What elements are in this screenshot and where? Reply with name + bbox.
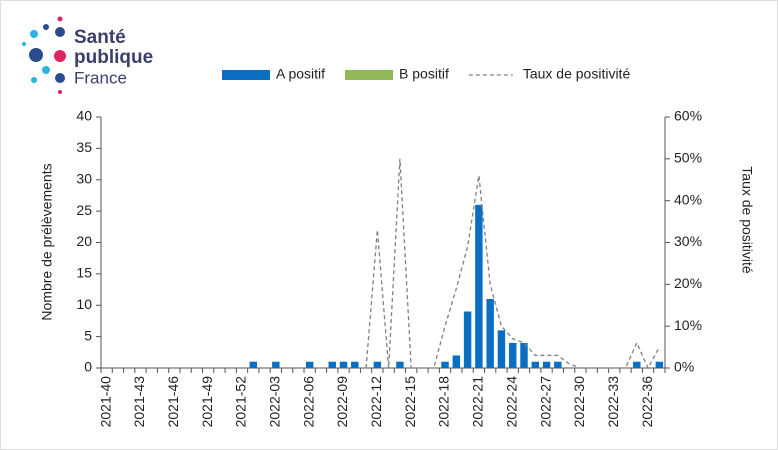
x-tick-label: 2021-40 (97, 376, 113, 428)
y-tick-label: 15 (76, 265, 92, 281)
bar (520, 342, 528, 368)
y2-tick-label: 10% (674, 317, 702, 333)
bar (328, 361, 336, 368)
logo-dots (22, 16, 66, 94)
legend-label: B positif (399, 66, 449, 82)
x-tick-label: 2022-30 (571, 376, 587, 428)
bar (249, 361, 258, 368)
x-tick-label: 2022-27 (537, 376, 553, 428)
bar (396, 361, 404, 368)
legend-label: Taux de positivité (523, 66, 631, 82)
y-tick-label: 40 (76, 108, 92, 124)
y-tick-label: 25 (76, 202, 92, 218)
x-tick-label: 2021-46 (165, 376, 181, 428)
x-tick-label: 2022-06 (300, 376, 316, 428)
bar (554, 361, 562, 368)
x-tick-label: 2022-15 (402, 376, 418, 428)
y-tick-label: 0 (84, 359, 92, 375)
x-tick-label: 2022-36 (639, 376, 655, 428)
y2-tick-label: 50% (674, 150, 702, 166)
bar (463, 311, 472, 368)
bar (497, 330, 506, 368)
legend-label: A positif (276, 66, 325, 82)
bar (351, 361, 359, 368)
line (365, 158, 660, 370)
bar (475, 204, 483, 368)
x-tick-label: 2021-49 (199, 376, 215, 428)
x-tick-label: 2022-24 (503, 376, 519, 428)
y2-tick-label: 40% (674, 191, 702, 207)
bar (633, 361, 641, 368)
bar (655, 361, 664, 368)
y-tick-label: 35 (76, 139, 92, 155)
x-tick-label: 2021-43 (131, 376, 147, 428)
logo-text: publique (74, 47, 153, 68)
x-tick-label: 2022-09 (334, 376, 350, 428)
bar (531, 361, 540, 368)
x-tick-label: 2022-21 (470, 376, 486, 428)
y2-tick-label: 60% (674, 108, 702, 124)
bar (542, 361, 551, 368)
bar (486, 298, 494, 368)
x-tick-label: 2022-12 (368, 376, 384, 428)
y-tick-label: 30 (76, 170, 92, 186)
bar (441, 361, 449, 368)
y2-tick-label: 30% (674, 233, 702, 249)
y2-axis-title: Taux de positivité (739, 166, 755, 274)
bar (305, 361, 314, 368)
y-tick-label: 10 (76, 296, 92, 312)
y-axis-title: Nombre de prélèvements (39, 163, 55, 320)
x-tick-label: 2022-33 (605, 376, 621, 428)
x-tick-label: 2022-03 (267, 376, 283, 428)
bar (339, 361, 348, 368)
x-tick-label: 2022-18 (436, 376, 452, 428)
bar (452, 355, 461, 368)
bar (272, 361, 280, 368)
y-tick-label: 20 (76, 233, 92, 249)
legend-swatch (222, 70, 270, 80)
bar (373, 361, 382, 368)
legend-swatch (345, 70, 394, 80)
bar (508, 342, 517, 368)
y2-tick-label: 20% (674, 275, 702, 291)
logo-text: France (74, 68, 127, 87)
y-tick-label: 5 (84, 327, 92, 343)
x-tick-label: 2021-52 (233, 376, 249, 428)
logo-text: Santé (74, 27, 126, 48)
y2-tick-label: 0% (674, 359, 694, 375)
